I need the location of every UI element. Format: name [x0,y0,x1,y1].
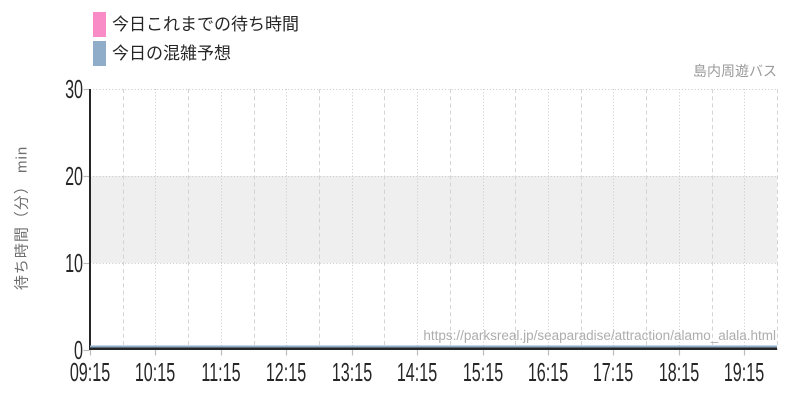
x-tick-label: 10:15 [135,357,176,387]
x-tick-label: 12:15 [266,357,307,387]
x-tick-label: 11:15 [201,357,241,387]
y-tick-label: 10 [65,248,83,278]
x-tick-label: 14:15 [396,357,438,387]
congestion-band [90,176,777,263]
legend-item-forecast: 今日の混雑予想 [93,41,299,66]
legend-label-today-wait: 今日これまでの待ち時間 [112,15,299,34]
x-tick-label: 16:15 [527,357,569,387]
y-tick-label: 0 [74,335,83,365]
x-tick-label: 18:15 [658,357,700,387]
legend-swatch-today-wait [93,12,106,37]
plot-canvas [83,88,778,356]
y-tick-label: 30 [65,74,83,104]
y-tick-label: 20 [65,161,83,191]
y-axis-title: 待ち時間（分） min [13,145,31,291]
watermark-url: https://parksreal.jp/seaparadise/attract… [423,328,776,343]
legend-swatch-forecast [93,41,106,66]
x-tick-label: 09:15 [69,357,111,387]
x-tick-label: 17:15 [593,357,634,387]
x-tick-label: 19:15 [724,357,765,387]
legend-item-today-wait: 今日これまでの待ち時間 [93,12,299,37]
legend-label-forecast: 今日の混雑予想 [112,44,231,63]
plot-area [82,87,782,359]
attraction-name-label: 島内周遊バス [693,63,777,79]
x-tick-label: 13:15 [331,357,372,387]
x-tick-label: 15:15 [462,357,503,387]
legend: 今日これまでの待ち時間 今日の混雑予想 [93,12,299,66]
